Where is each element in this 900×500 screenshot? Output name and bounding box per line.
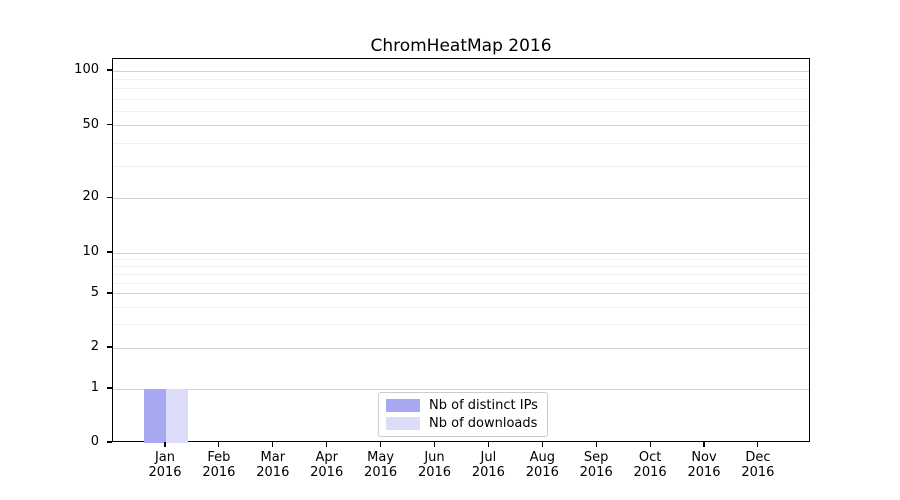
major-gridline	[113, 70, 809, 72]
x-tick-mark	[649, 442, 651, 447]
y-tick-label: 50	[82, 116, 99, 132]
minor-gridline	[113, 165, 809, 167]
y-tick-label: 1	[90, 380, 99, 395]
x-tick-mark	[272, 442, 274, 447]
minor-gridline	[113, 142, 809, 144]
y-tick-mark	[107, 441, 112, 443]
minor-gridline	[113, 88, 809, 90]
minor-gridline	[113, 323, 809, 325]
y-tick-mark	[107, 292, 112, 294]
x-tick-mark	[487, 442, 489, 447]
minor-gridline	[113, 110, 809, 112]
x-tick-mark	[757, 442, 759, 447]
y-tick-mark	[107, 387, 112, 389]
major-gridline	[113, 388, 809, 390]
minor-gridline	[113, 98, 809, 100]
bar-downloads	[166, 389, 188, 443]
x-tick-month: Jun	[424, 450, 445, 465]
x-tick-label: Feb 2016	[191, 450, 247, 480]
y-tick-mark	[107, 196, 112, 198]
y-tick-mark	[107, 124, 112, 126]
x-tick-mark	[380, 442, 382, 447]
chart-title: ChromHeatMap 2016	[370, 36, 552, 56]
x-tick-year: 2016	[310, 465, 344, 480]
x-tick-mark	[218, 442, 220, 447]
x-tick-label: Apr 2016	[299, 450, 355, 480]
x-tick-label: Sep 2016	[568, 450, 624, 480]
x-tick-month: Jan	[154, 450, 176, 465]
x-tick-label: Jul 2016	[460, 450, 516, 480]
x-tick-year: 2016	[148, 465, 182, 480]
x-tick-month: Jul	[480, 450, 497, 465]
x-tick-label: Nov 2016	[676, 450, 732, 480]
x-tick-year: 2016	[417, 465, 452, 480]
legend-entry: Nb of downloads	[386, 416, 538, 431]
y-tick-label: 0	[90, 434, 99, 449]
x-tick-year: 2016	[741, 465, 775, 480]
x-tick-year: 2016	[579, 465, 613, 480]
x-tick-label: Jun 2016	[407, 450, 463, 480]
major-gridline	[113, 125, 809, 127]
x-tick-month: Sep	[583, 450, 609, 465]
x-tick-label: May 2016	[353, 450, 409, 480]
x-tick-month: May	[367, 450, 395, 465]
x-tick-year: 2016	[525, 465, 559, 480]
x-tick-mark	[164, 442, 166, 447]
minor-gridline	[113, 306, 809, 308]
major-gridline	[113, 347, 809, 349]
y-tick-label: 20	[82, 189, 99, 205]
legend-swatch	[386, 399, 420, 412]
y-tick-mark	[107, 346, 112, 348]
major-gridline	[113, 252, 809, 254]
x-tick-label: Mar 2016	[245, 450, 301, 480]
x-tick-year: 2016	[633, 465, 667, 480]
y-tick-mark	[107, 69, 112, 71]
major-gridline	[113, 293, 809, 295]
minor-gridline	[113, 273, 809, 275]
bar-distinct-ips	[144, 389, 166, 443]
legend: Nb of distinct IPs Nb of downloads	[378, 392, 548, 437]
x-tick-mark	[433, 442, 436, 447]
major-gridline	[113, 197, 809, 199]
x-tick-label: Oct 2016	[622, 450, 678, 480]
x-tick-year: 2016	[364, 465, 398, 480]
y-tick-label: 10	[82, 244, 99, 259]
x-tick-year: 2016	[202, 465, 236, 480]
legend-entry: Nb of distinct IPs	[386, 398, 538, 413]
legend-label: Nb of distinct IPs	[429, 398, 538, 413]
x-tick-mark	[326, 442, 328, 447]
x-tick-mark	[541, 442, 543, 447]
x-tick-year: 2016	[471, 465, 505, 480]
x-tick-mark	[703, 442, 705, 447]
x-tick-month: Nov	[691, 450, 717, 465]
x-tick-year: 2016	[687, 465, 721, 480]
x-tick-month: Feb	[207, 450, 231, 465]
minor-gridline	[113, 265, 809, 267]
minor-gridline	[113, 258, 809, 260]
x-tick-year: 2016	[256, 465, 290, 480]
legend-label: Nb of downloads	[429, 416, 538, 431]
x-tick-month: Oct	[638, 450, 662, 465]
x-tick-mark	[595, 442, 597, 447]
x-tick-month: Aug	[529, 450, 555, 465]
x-tick-label: Dec 2016	[730, 450, 786, 480]
y-tick-mark	[107, 251, 112, 253]
minor-gridline	[113, 282, 809, 284]
y-tick-label: 5	[90, 284, 99, 300]
y-tick-label: 2	[90, 339, 99, 355]
plot-area	[112, 58, 810, 443]
minor-gridline	[113, 78, 809, 80]
x-tick-month: Dec	[745, 450, 771, 465]
legend-swatch	[386, 417, 420, 430]
x-tick-month: Mar	[260, 450, 286, 465]
x-tick-label: Jan 2016	[137, 450, 193, 480]
x-tick-label: Aug 2016	[514, 450, 570, 480]
x-tick-month: Apr	[315, 450, 338, 465]
y-tick-label: 100	[74, 62, 99, 77]
